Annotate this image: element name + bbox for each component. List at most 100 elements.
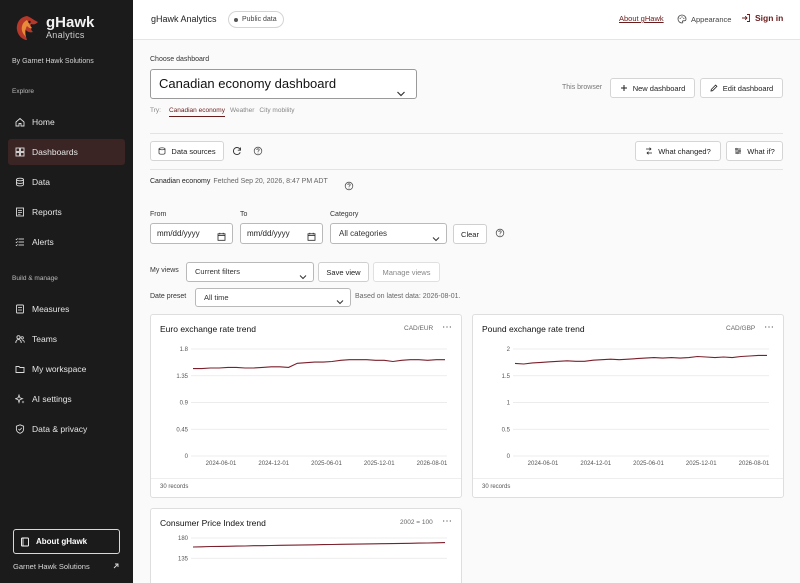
help-icon[interactable]	[342, 179, 356, 193]
appearance-button[interactable]: Appearance	[677, 14, 731, 24]
footer-org-link[interactable]: Garnet Hawk Solutions	[13, 562, 120, 572]
chevron-down-icon	[432, 230, 440, 249]
sparkle-icon	[15, 394, 25, 404]
try-label: Try:	[150, 107, 161, 114]
chart-title: Consumer Price Index trend	[160, 518, 266, 528]
report-icon	[15, 207, 25, 217]
line-chart: 0 0.5 1 1.5 2 2024-06-01 2024-12-01 2025-06-01 2…	[502, 347, 770, 467]
sidebar-item-ai-settings[interactable]: AI settings	[8, 386, 125, 412]
x-tick-label: 2024-06-01	[206, 461, 237, 467]
what-changed-label: What changed?	[658, 146, 711, 156]
x-tick-label: 2024-06-01	[528, 461, 559, 467]
chart-card-cpi: Consumer Price Index trend 2002 = 100 ⋯ …	[150, 508, 462, 583]
main-content: Choose dashboard Canadian economy dashbo…	[133, 40, 800, 583]
chevron-down-icon	[299, 269, 307, 287]
views-select[interactable]: Current filters	[186, 262, 314, 282]
what-changed-button[interactable]: What changed?	[635, 141, 721, 161]
category-select[interactable]: All categories	[330, 223, 447, 244]
choose-dashboard-label: Choose dashboard	[150, 56, 210, 63]
try-chip-canadian-economy[interactable]: Canadian economy	[168, 107, 225, 117]
views-select-value: Current filters	[195, 267, 241, 276]
status-dot-icon	[234, 18, 238, 22]
y-tick-label: 0.5	[502, 427, 511, 433]
app-title: gHawk Analytics	[151, 14, 217, 24]
sidebar-item-measures[interactable]: Measures	[8, 296, 125, 322]
shield-icon	[15, 424, 25, 434]
help-icon[interactable]	[251, 144, 265, 158]
sidebar-item-data-privacy[interactable]: Data & privacy	[8, 416, 125, 442]
based-on-note: Based on latest data: 2026-08-01.	[355, 293, 461, 300]
database-icon	[158, 147, 166, 155]
try-chip-city-mobility[interactable]: City mobility	[259, 107, 295, 114]
status-dataset-name: Canadian economy	[150, 178, 211, 185]
refresh-icon[interactable]	[230, 144, 244, 158]
data-sources-button[interactable]: Data sources	[150, 141, 224, 161]
what-if-button[interactable]: What if?	[726, 141, 783, 161]
y-tick-label: 2	[507, 347, 511, 353]
dashboard-icon	[15, 147, 25, 157]
save-view-button[interactable]: Save view	[318, 262, 369, 282]
measures-icon	[15, 304, 25, 314]
sidebar-item-teams[interactable]: Teams	[8, 326, 125, 352]
brand[interactable]: gHawk Analytics	[14, 14, 94, 42]
more-menu-icon[interactable]: ⋯	[442, 322, 452, 333]
sidebar-item-label: Measures	[32, 304, 70, 314]
public-data-badge: Public data	[228, 11, 284, 28]
about-gHawk-button[interactable]: About gHawk	[13, 529, 120, 554]
to-date-input[interactable]: mm/dd/yyyy	[240, 223, 323, 244]
sidebar: gHawk Analytics By Garnet Hawk Solutions…	[0, 0, 133, 583]
edit-dashboard-button[interactable]: Edit dashboard	[700, 78, 783, 98]
sidebar-item-dashboards[interactable]: Dashboards	[8, 139, 125, 165]
sidebar-item-home[interactable]: Home	[8, 109, 125, 135]
divider	[150, 133, 783, 134]
to-label: To	[240, 211, 248, 218]
sidebar-item-reports[interactable]: Reports	[8, 199, 125, 225]
edit-dashboard-label: Edit dashboard	[722, 83, 774, 93]
more-menu-icon[interactable]: ⋯	[442, 516, 452, 527]
brand-name: gHawk	[46, 14, 95, 31]
book-icon	[20, 537, 30, 547]
help-icon[interactable]	[493, 226, 507, 240]
more-menu-icon[interactable]: ⋯	[764, 322, 774, 333]
chart-unit: 2002 = 100	[400, 519, 433, 526]
badge-label: Public data	[242, 16, 277, 23]
date-preset-select[interactable]: All time	[195, 288, 351, 307]
external-link-icon	[112, 562, 120, 572]
y-tick-label: 1.35	[176, 374, 188, 380]
card-footer: 30 records	[151, 478, 461, 497]
calendar-icon[interactable]	[307, 229, 316, 248]
sidebar-item-my-workspace[interactable]: My workspace	[8, 356, 125, 382]
sidebar-item-alerts[interactable]: Alerts	[8, 229, 125, 255]
workspace-icon	[15, 364, 25, 374]
try-chip-weather[interactable]: Weather	[229, 107, 255, 114]
sidebar-item-label: My workspace	[32, 364, 87, 374]
from-label: From	[150, 211, 167, 218]
card-footer: 30 records	[473, 478, 783, 497]
line-chart: 0 0.45 0.9 1.35 1.8 2024-06-01 2024-12-01 2025-…	[176, 347, 448, 467]
manage-views-button[interactable]: Manage views	[373, 262, 440, 282]
y-tick-label: 1.8	[180, 347, 189, 353]
sidebar-item-label: Home	[32, 117, 55, 127]
y-tick-label: 0.45	[176, 427, 188, 433]
palette-icon	[677, 14, 687, 24]
about-gHawk-link[interactable]: About gHawk	[619, 14, 664, 23]
calendar-icon[interactable]	[217, 229, 226, 248]
chart-unit: CAD/EUR	[404, 325, 434, 332]
section-label-build: Build & manage	[12, 275, 58, 282]
x-tick-label: 2025-12-01	[686, 461, 717, 467]
sidebar-item-label: Dashboards	[32, 147, 78, 157]
appearance-label: Appearance	[691, 14, 732, 24]
date-preset-value: All time	[204, 293, 229, 302]
sidebar-item-data[interactable]: Data	[8, 169, 125, 195]
from-date-input[interactable]: mm/dd/yyyy	[150, 223, 233, 244]
my-views-label: My views	[150, 267, 179, 274]
about-gHawk-label: About gHawk	[36, 537, 88, 546]
plus-icon	[620, 84, 628, 92]
topbar: gHawk Analytics Public data About gHawk …	[133, 0, 800, 40]
clear-button[interactable]: Clear	[453, 224, 487, 244]
to-date-value: mm/dd/yyyy	[247, 229, 290, 238]
dashboard-select[interactable]: Canadian economy dashboard	[150, 69, 417, 99]
new-dashboard-button[interactable]: New dashboard	[610, 78, 695, 98]
sign-in-button[interactable]: Sign in	[741, 13, 783, 23]
sliders-icon	[734, 147, 742, 155]
